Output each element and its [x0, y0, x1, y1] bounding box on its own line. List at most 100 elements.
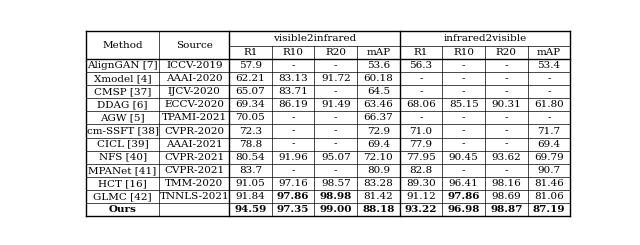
Text: -: -: [419, 74, 423, 83]
Text: -: -: [334, 140, 337, 149]
Text: -: -: [334, 87, 337, 96]
Text: 77.9: 77.9: [410, 140, 433, 149]
Text: 91.72: 91.72: [321, 74, 351, 83]
Text: -: -: [462, 61, 465, 70]
Text: 72.9: 72.9: [367, 126, 390, 135]
Text: -: -: [504, 140, 508, 149]
Text: IJCV-2020: IJCV-2020: [168, 87, 221, 96]
Text: cm-SSFT [38]: cm-SSFT [38]: [86, 126, 159, 135]
Text: -: -: [504, 87, 508, 96]
Text: CVPR-2021: CVPR-2021: [164, 153, 225, 162]
Text: -: -: [462, 87, 465, 96]
Text: 78.8: 78.8: [239, 140, 262, 149]
Text: 60.18: 60.18: [364, 74, 393, 83]
Text: 69.4: 69.4: [538, 140, 561, 149]
Text: 80.9: 80.9: [367, 166, 390, 175]
Text: -: -: [462, 113, 465, 122]
Text: 69.79: 69.79: [534, 153, 564, 162]
Text: -: -: [504, 61, 508, 70]
Text: 96.41: 96.41: [449, 179, 479, 188]
Text: -: -: [291, 126, 295, 135]
Text: 98.87: 98.87: [490, 205, 522, 214]
Text: ECCV-2020: ECCV-2020: [164, 100, 224, 109]
Text: Source: Source: [176, 41, 212, 50]
Text: NFS [40]: NFS [40]: [99, 153, 147, 162]
Text: CVPR-2020: CVPR-2020: [164, 126, 225, 135]
Text: 71.7: 71.7: [538, 126, 561, 135]
Text: -: -: [291, 140, 295, 149]
Text: 70.05: 70.05: [236, 113, 266, 122]
Text: -: -: [419, 87, 423, 96]
Text: 96.98: 96.98: [447, 205, 480, 214]
Text: AAAI-2021: AAAI-2021: [166, 140, 223, 149]
Text: 93.62: 93.62: [492, 153, 521, 162]
Text: -: -: [504, 126, 508, 135]
Text: mAP: mAP: [537, 48, 561, 57]
Text: -: -: [547, 113, 550, 122]
Text: 83.13: 83.13: [278, 74, 308, 83]
Text: -: -: [462, 166, 465, 175]
Text: Ours: Ours: [109, 205, 136, 214]
Text: 93.22: 93.22: [404, 205, 437, 214]
Text: R20: R20: [496, 48, 516, 57]
Text: -: -: [504, 113, 508, 122]
Text: CMSP [37]: CMSP [37]: [94, 87, 151, 96]
Text: 72.3: 72.3: [239, 126, 262, 135]
Text: 98.98: 98.98: [319, 192, 352, 201]
Text: 91.96: 91.96: [278, 153, 308, 162]
Text: R20: R20: [325, 48, 346, 57]
Text: -: -: [462, 74, 465, 83]
Text: AlignGAN [7]: AlignGAN [7]: [87, 61, 158, 70]
Text: 98.16: 98.16: [492, 179, 521, 188]
Text: 69.34: 69.34: [236, 100, 266, 109]
Text: R10: R10: [283, 48, 303, 57]
Text: 64.5: 64.5: [367, 87, 390, 96]
Text: -: -: [334, 113, 337, 122]
Text: 87.19: 87.19: [532, 205, 565, 214]
Text: -: -: [504, 166, 508, 175]
Text: -: -: [291, 166, 295, 175]
Text: 88.18: 88.18: [362, 205, 395, 214]
Text: 91.05: 91.05: [236, 179, 266, 188]
Text: 95.07: 95.07: [321, 153, 351, 162]
Text: 80.54: 80.54: [236, 153, 266, 162]
Text: 83.71: 83.71: [278, 87, 308, 96]
Text: 77.95: 77.95: [406, 153, 436, 162]
Text: DDAG [6]: DDAG [6]: [97, 100, 148, 109]
Text: 85.15: 85.15: [449, 100, 479, 109]
Text: 83.28: 83.28: [364, 179, 393, 188]
Text: 97.86: 97.86: [277, 192, 309, 201]
Text: 89.30: 89.30: [406, 179, 436, 188]
Text: R1: R1: [243, 48, 258, 57]
Text: 97.35: 97.35: [277, 205, 309, 214]
Text: -: -: [547, 87, 550, 96]
Text: 98.69: 98.69: [492, 192, 521, 201]
Text: R10: R10: [453, 48, 474, 57]
Text: 83.7: 83.7: [239, 166, 262, 175]
Text: 53.4: 53.4: [538, 61, 561, 70]
Text: visible2infrared: visible2infrared: [273, 34, 356, 43]
Text: ICCV-2019: ICCV-2019: [166, 61, 223, 70]
Text: 68.06: 68.06: [406, 100, 436, 109]
Text: -: -: [419, 113, 423, 122]
Text: infrared2visible: infrared2visible: [444, 34, 527, 43]
Text: 81.06: 81.06: [534, 192, 564, 201]
Text: 71.0: 71.0: [410, 126, 433, 135]
Text: 86.19: 86.19: [278, 100, 308, 109]
Text: 57.9: 57.9: [239, 61, 262, 70]
Text: HCT [16]: HCT [16]: [99, 179, 147, 188]
Text: 65.07: 65.07: [236, 87, 266, 96]
Text: 99.00: 99.00: [319, 205, 352, 214]
Text: 72.10: 72.10: [364, 153, 393, 162]
Text: 97.16: 97.16: [278, 179, 308, 188]
Text: -: -: [334, 126, 337, 135]
Text: -: -: [334, 166, 337, 175]
Text: 91.12: 91.12: [406, 192, 436, 201]
Text: 90.7: 90.7: [538, 166, 561, 175]
Text: Xmodel [4]: Xmodel [4]: [94, 74, 152, 83]
Text: 82.8: 82.8: [410, 166, 433, 175]
Text: CVPR-2021: CVPR-2021: [164, 166, 225, 175]
Text: GLMC [42]: GLMC [42]: [93, 192, 152, 201]
Text: 53.6: 53.6: [367, 61, 390, 70]
Text: -: -: [334, 61, 337, 70]
